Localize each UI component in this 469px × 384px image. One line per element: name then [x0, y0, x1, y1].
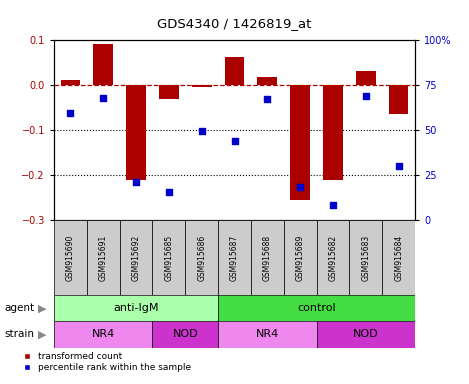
Legend: transformed count, percentile rank within the sample: transformed count, percentile rank withi…: [14, 349, 195, 376]
Point: [198, 128, 205, 134]
Text: NR4: NR4: [256, 329, 279, 339]
Bar: [251, 220, 284, 295]
Text: GSM915689: GSM915689: [295, 235, 305, 281]
Text: GSM915685: GSM915685: [164, 235, 174, 281]
Point: [296, 184, 304, 190]
Bar: [290, 85, 310, 200]
Bar: [87, 220, 120, 295]
Point: [99, 94, 107, 101]
Bar: [218, 321, 317, 348]
Bar: [317, 321, 415, 348]
Bar: [218, 295, 415, 321]
Bar: [382, 220, 415, 295]
Bar: [152, 220, 185, 295]
Bar: [323, 85, 343, 180]
Bar: [192, 85, 212, 87]
Text: GDS4340 / 1426819_at: GDS4340 / 1426819_at: [157, 17, 312, 30]
Bar: [126, 85, 146, 180]
Text: strain: strain: [5, 329, 35, 339]
Text: NOD: NOD: [353, 329, 378, 339]
Bar: [185, 220, 218, 295]
Text: ▶: ▶: [38, 329, 47, 339]
Text: GSM915692: GSM915692: [131, 235, 141, 281]
Text: control: control: [297, 303, 336, 313]
Point: [67, 110, 74, 116]
Point: [329, 202, 337, 208]
Text: agent: agent: [5, 303, 35, 313]
Bar: [54, 295, 218, 321]
Text: NOD: NOD: [173, 329, 198, 339]
Text: GSM915683: GSM915683: [361, 235, 371, 281]
Point: [165, 189, 173, 195]
Text: GSM915688: GSM915688: [263, 235, 272, 281]
Text: GSM915684: GSM915684: [394, 235, 403, 281]
Text: GSM915691: GSM915691: [98, 235, 108, 281]
Bar: [284, 220, 317, 295]
Bar: [54, 220, 87, 295]
Text: NR4: NR4: [91, 329, 115, 339]
Bar: [159, 85, 179, 99]
Bar: [349, 220, 382, 295]
Bar: [257, 77, 277, 85]
Point: [362, 93, 370, 99]
Point: [395, 163, 402, 169]
Text: GSM915687: GSM915687: [230, 235, 239, 281]
Text: GSM915690: GSM915690: [66, 235, 75, 281]
Bar: [152, 321, 218, 348]
Point: [132, 179, 140, 185]
Bar: [54, 321, 152, 348]
Bar: [356, 71, 376, 85]
Bar: [218, 220, 251, 295]
Bar: [120, 220, 152, 295]
Text: GSM915686: GSM915686: [197, 235, 206, 281]
Point: [264, 96, 271, 103]
Bar: [317, 220, 349, 295]
Bar: [61, 79, 80, 85]
Bar: [389, 85, 408, 114]
Point: [231, 138, 238, 144]
Text: GSM915682: GSM915682: [328, 235, 338, 281]
Text: anti-IgM: anti-IgM: [113, 303, 159, 313]
Bar: [93, 45, 113, 85]
Text: ▶: ▶: [38, 303, 47, 313]
Bar: [225, 57, 244, 85]
